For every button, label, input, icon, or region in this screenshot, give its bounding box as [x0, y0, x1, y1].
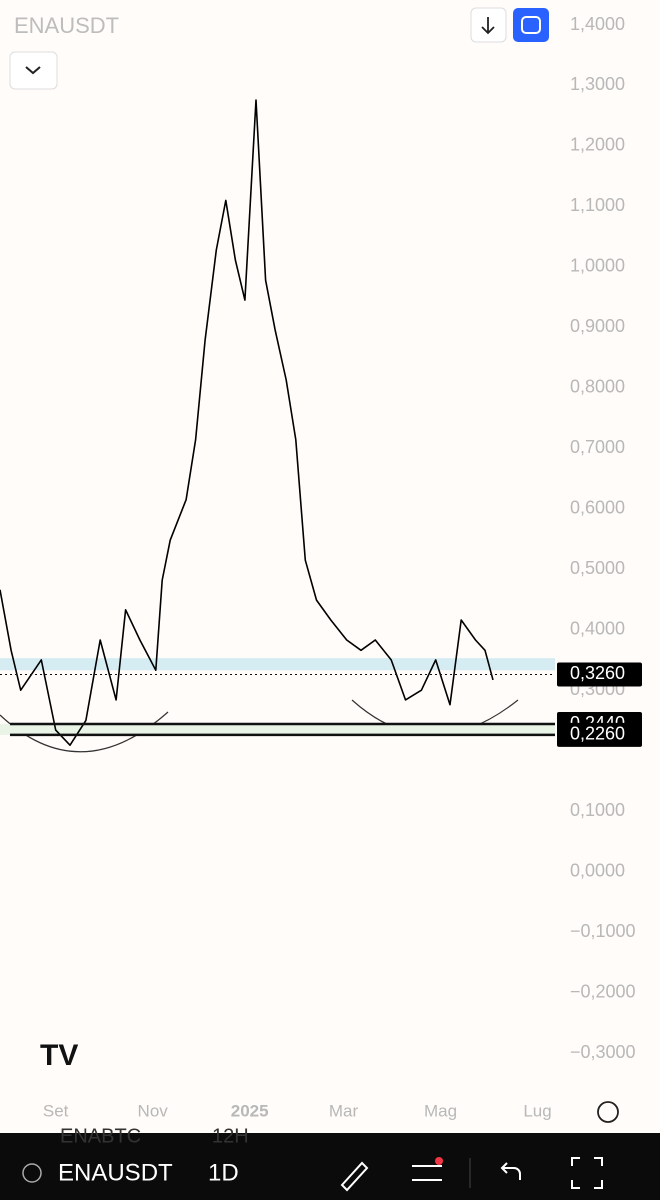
price-label: 0,3260: [570, 663, 625, 683]
indicators-icon[interactable]: [412, 1165, 442, 1181]
fullscreen-button[interactable]: [513, 8, 549, 42]
chevron-icon: [25, 66, 41, 75]
frame-icon: [521, 16, 541, 34]
x-tick-label: Lug: [523, 1101, 551, 1120]
zone: [0, 658, 555, 671]
settings-icon[interactable]: [597, 1101, 619, 1123]
y-tick-label: 0,8000: [570, 377, 625, 397]
y-tick-label: −0,2000: [570, 981, 636, 1001]
price-label-box: [557, 662, 642, 687]
y-tick-label: 1,2000: [570, 135, 625, 155]
arrow-icon: [481, 17, 495, 35]
logo: TV: [40, 1039, 78, 1072]
y-tick-label: 1,0000: [570, 256, 625, 276]
undo-icon[interactable]: [500, 1162, 521, 1180]
y-tick-label: −0,1000: [570, 921, 636, 941]
collapse-button[interactable]: [9, 51, 58, 90]
price-label-box: [557, 722, 642, 747]
ghost-interval: 12H: [212, 1125, 249, 1147]
zone: [0, 724, 555, 735]
y-tick-label: −0,3000: [570, 1042, 636, 1062]
x-tick-label: 2025: [231, 1101, 269, 1120]
y-tick-label: 0,5000: [570, 558, 625, 578]
y-tick-label: 0,4000: [570, 618, 625, 638]
symbol-icon: [22, 1163, 42, 1183]
y-tick-label: 0,9000: [570, 316, 625, 336]
draw-tool-icon[interactable]: [340, 1161, 369, 1192]
y-tick-label: 0,7000: [570, 437, 625, 457]
x-tick-label: Mag: [424, 1101, 457, 1120]
interval-button[interactable]: 1D: [208, 1159, 239, 1186]
y-tick-label: 0,6000: [570, 498, 625, 518]
x-tick-label: Mar: [329, 1101, 359, 1120]
y-tick-label: 1,4000: [570, 14, 625, 34]
symbol-title: ENAUSDT: [14, 13, 119, 38]
bottom-symbol[interactable]: ENAUSDT: [58, 1159, 173, 1186]
notification-dot: [435, 1157, 443, 1165]
y-tick-label: 1,3000: [570, 74, 625, 94]
x-tick-label: Set: [43, 1101, 69, 1120]
price-line: [0, 99, 494, 746]
price-label: 0,2260: [570, 724, 625, 744]
y-tick-label: 0,1000: [570, 800, 625, 820]
x-tick-label: Nov: [138, 1101, 169, 1120]
y-tick-label: 0,0000: [570, 860, 625, 880]
y-tick-label: 1,1000: [570, 195, 625, 215]
fullscreen-icon[interactable]: [571, 1157, 603, 1189]
bottom-bar: [0, 1133, 660, 1200]
ghost-symbol: ENABTC: [60, 1125, 141, 1147]
